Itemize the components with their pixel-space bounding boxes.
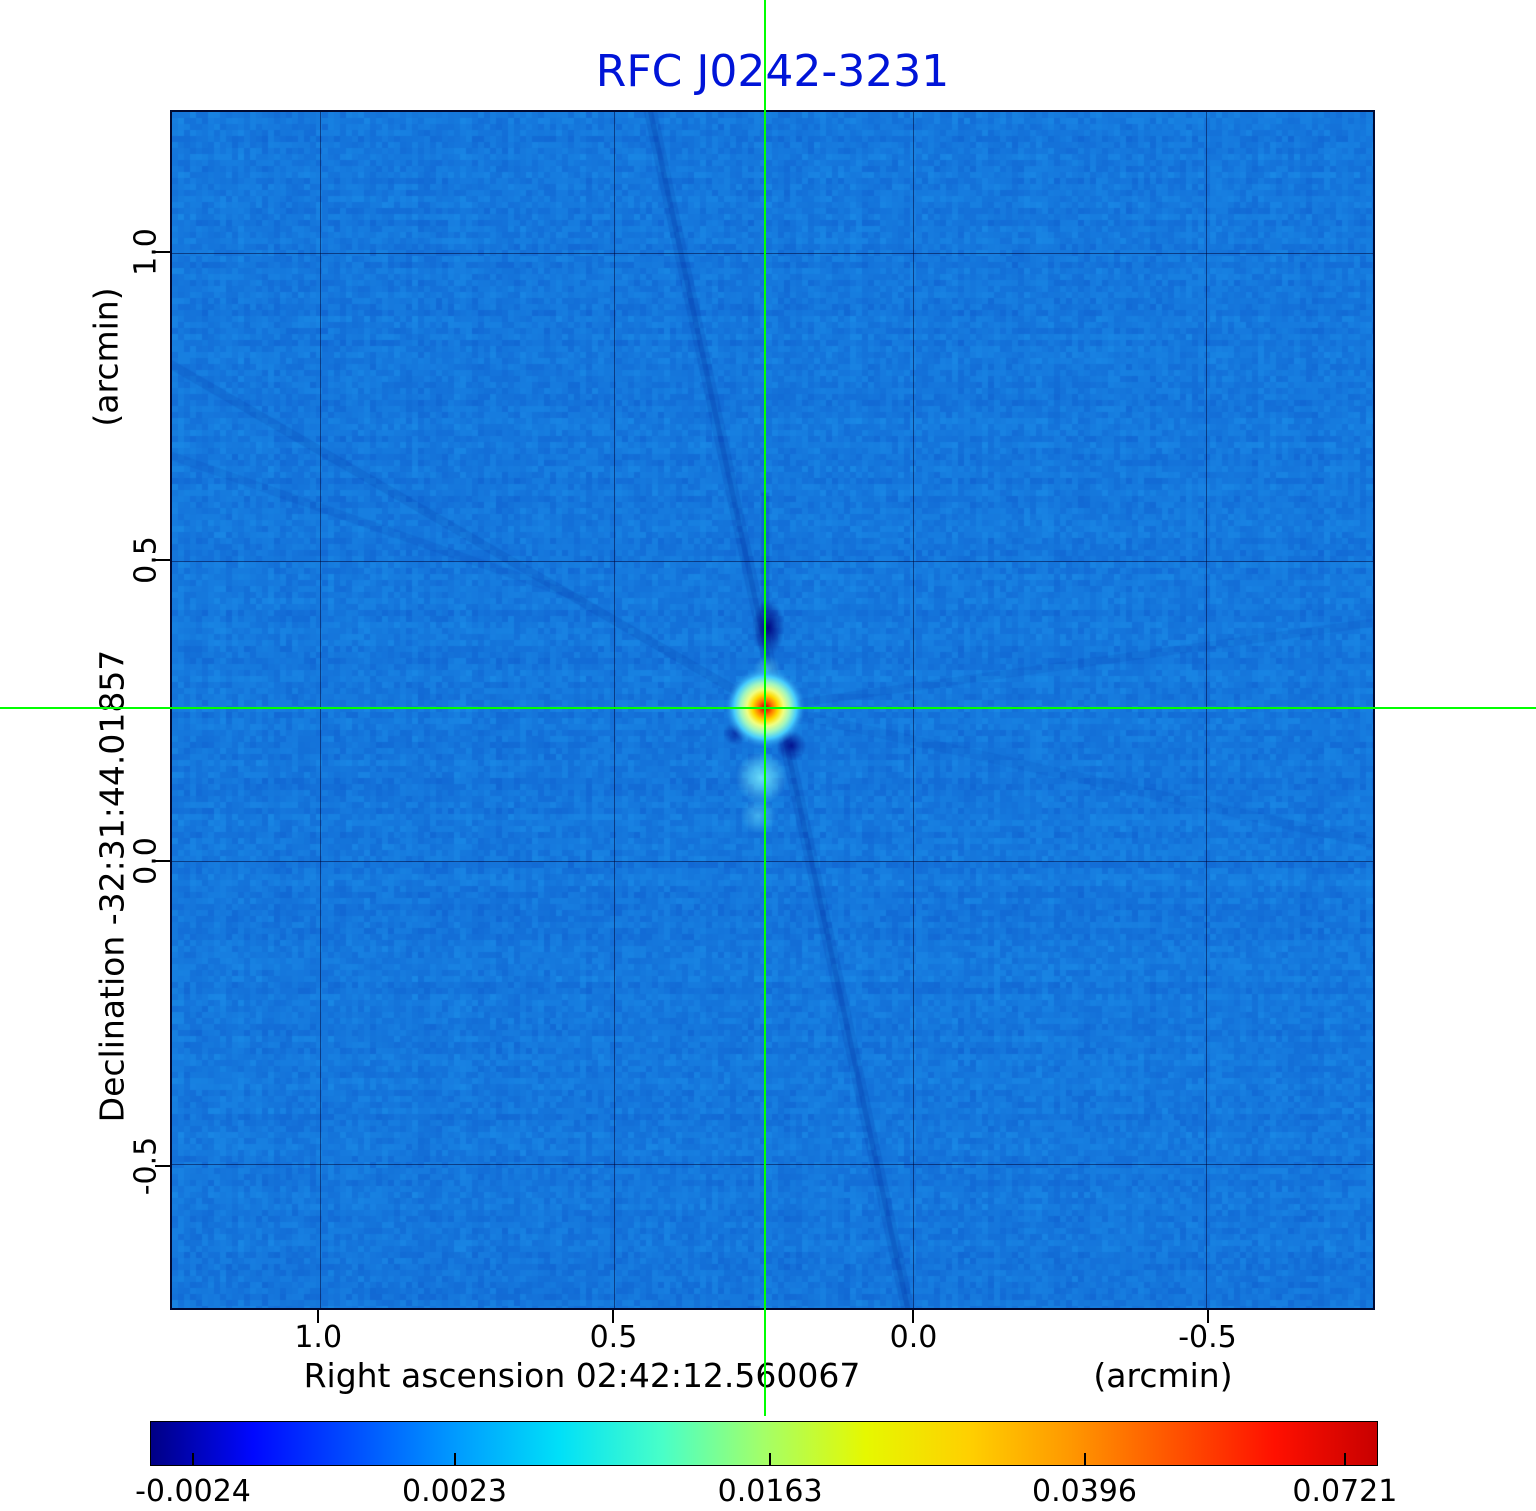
y-axis-unit-label: (arcmin) xyxy=(86,287,126,427)
grid-line-vertical xyxy=(613,112,615,1308)
colorbar-tick-label: 0.0396 xyxy=(1032,1474,1137,1509)
colorbar-tick-label: -0.0024 xyxy=(135,1474,251,1509)
x-axis-tick-mark xyxy=(1206,1310,1209,1323)
x-tick-label: 1.0 xyxy=(294,1320,343,1355)
crosshair-horizontal-line xyxy=(0,706,1536,709)
x-axis-tick-mark xyxy=(912,1310,915,1323)
colorbar-tick-mark xyxy=(1083,1453,1086,1466)
x-tick-label: 0.0 xyxy=(889,1320,938,1355)
x-tick-label: -0.5 xyxy=(1178,1320,1237,1355)
y-tick-label: 1.0 xyxy=(128,227,164,276)
y-axis-tick-mark xyxy=(155,1165,170,1167)
y-axis-tick-mark xyxy=(155,860,170,863)
x-axis-label: Right ascension 02:42:12.560067 xyxy=(303,1356,861,1395)
colorbar xyxy=(150,1421,1378,1466)
colorbar-tick-label: 0.0163 xyxy=(717,1474,823,1509)
x-axis-unit-label: (arcmin) xyxy=(1093,1356,1233,1395)
y-tick-label: -0.5 xyxy=(128,1136,164,1196)
y-tick-label: 0.0 xyxy=(128,837,164,886)
grid-line-vertical xyxy=(1206,112,1208,1308)
grid-line-horizontal xyxy=(172,1164,1373,1166)
colorbar-tick-mark xyxy=(1343,1453,1346,1466)
colorbar-tick-mark xyxy=(191,1453,194,1466)
colorbar-tick-label: 0.0023 xyxy=(402,1474,508,1509)
colorbar-tick-mark xyxy=(769,1453,772,1466)
grid-line-vertical xyxy=(913,112,915,1308)
x-axis-tick-mark xyxy=(317,1310,320,1323)
colorbar-tick-mark xyxy=(453,1453,456,1466)
figure-title: RFC J0242-3231 xyxy=(595,46,950,97)
sky-map xyxy=(170,110,1375,1310)
grid-line-horizontal xyxy=(172,560,1373,562)
y-axis-tick-mark xyxy=(155,250,170,253)
y-axis-tick-mark xyxy=(155,559,170,561)
y-axis-label: Declination -32:31:44.01857 xyxy=(92,649,132,1123)
colorbar-tick-label: 0.0721 xyxy=(1292,1474,1398,1509)
grid-line-horizontal xyxy=(172,860,1373,862)
x-axis-tick-mark xyxy=(612,1310,615,1323)
grid-line-horizontal xyxy=(172,253,1373,255)
grid-line-vertical xyxy=(319,112,321,1308)
x-tick-label: 0.5 xyxy=(589,1320,638,1355)
sky-map-canvas xyxy=(172,112,1373,1308)
y-tick-label: 0.5 xyxy=(128,536,164,584)
